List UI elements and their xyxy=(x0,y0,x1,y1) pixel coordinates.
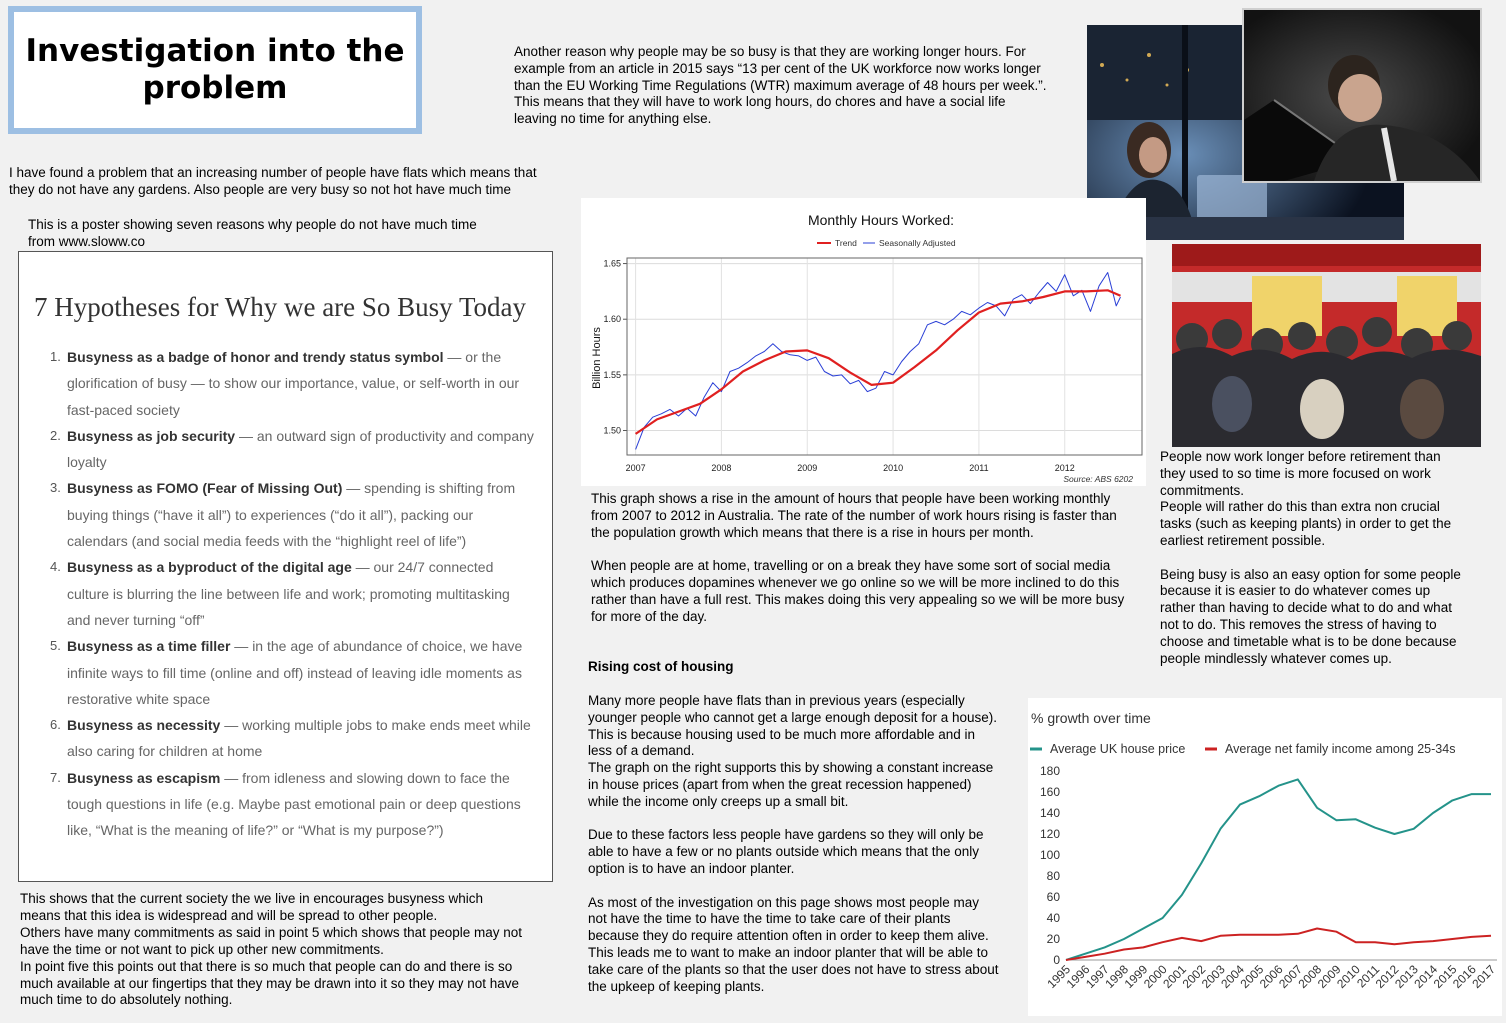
hypothesis-item: 6. Busyness as necessity — working multip… xyxy=(50,712,537,765)
growth-y-tick-label: 40 xyxy=(1047,911,1061,925)
hypothesis-title: Busyness as FOMO (Fear of Missing Out) xyxy=(67,480,343,497)
hypothesis-detail: — our 24/7 connected culture is blurring… xyxy=(67,559,510,628)
hypothesis-detail: — spending is shifting from buying thing… xyxy=(67,480,516,550)
commuter-train-photo-image xyxy=(1172,244,1481,447)
hours-worked-chart-svg: Monthly Hours Worked: Trend Seasonally A… xyxy=(591,212,1143,484)
legend-income-label: Average net family income among 25-34s xyxy=(1225,742,1455,756)
hypothesis-detail: — working multiple jobs to make ends mee… xyxy=(67,717,531,760)
hours-chart-source: Source: ABS 6202 xyxy=(1063,474,1133,484)
housing-heading: Rising cost of housing xyxy=(588,659,734,674)
hypothesis-item: 2. Busyness as job security — an outward … xyxy=(50,423,537,476)
growth-chart-svg: % growth over time Average UK house pric… xyxy=(1030,710,1498,991)
hours-x-tick-label: 2007 xyxy=(626,463,646,473)
growth-y-tick-label: 160 xyxy=(1040,785,1060,799)
hypothesis-number: 3. xyxy=(50,480,61,496)
growth-chart: % growth over time Average UK house pric… xyxy=(1028,698,1502,1016)
hypothesis-number: 6. xyxy=(50,717,61,733)
hypothesis-number: 5. xyxy=(50,638,61,654)
tired-worker-photo-image xyxy=(1244,10,1480,181)
growth-chart-title: % growth over time xyxy=(1031,710,1151,726)
hours-chart-title: Monthly Hours Worked: xyxy=(808,212,954,228)
hypothesis-title: Busyness as a badge of honor and trendy … xyxy=(67,349,444,365)
hypothesis-detail: — an outward sign of productivity and co… xyxy=(67,427,534,471)
housing-text: Many more people have flats than in prev… xyxy=(588,693,999,994)
hours-y-tick-label: 1.65 xyxy=(603,259,621,269)
legend-trend-label: Trend xyxy=(835,238,857,248)
poster-caption: This is a poster showing seven reasons w… xyxy=(28,217,477,249)
society-text: This shows that the current society the … xyxy=(20,891,522,1008)
family-income-line xyxy=(1065,927,1492,961)
hypothesis-item: 7. Busyness as escapism — from idleness a… xyxy=(50,765,537,844)
hours-y-axis-label: Billion Hours xyxy=(591,327,603,389)
growth-y-tick-label: 100 xyxy=(1040,848,1060,862)
legend-house-label: Average UK house price xyxy=(1050,742,1185,756)
hours-x-tick-label: 2012 xyxy=(1055,463,1075,473)
hypothesis-title: Busyness as escapism xyxy=(67,769,221,786)
hypothesis-number: 2. xyxy=(50,427,61,443)
hypothesis-number: 4. xyxy=(50,559,61,575)
hours-plot-frame xyxy=(626,257,1143,456)
hypothesis-detail: — in the age of abundance of choice, we … xyxy=(67,638,523,707)
growth-y-tick-label: 60 xyxy=(1047,890,1061,904)
hours-y-tick-label: 1.50 xyxy=(603,426,621,436)
trend-series-line xyxy=(634,289,1121,435)
poster-heading: 7 Hypotheses for Why we are So Busy Toda… xyxy=(34,292,527,322)
graph-text: This graph shows a rise in the amount of… xyxy=(591,491,1125,624)
page-title: Investigation into the problem xyxy=(25,33,405,106)
growth-y-tick-label: 80 xyxy=(1047,869,1061,883)
hypotheses-list: 1. Busyness as a badge of honor and trend… xyxy=(50,344,537,844)
hypothesis-title: Busyness as necessity xyxy=(67,717,221,734)
house-price-line xyxy=(1065,778,1491,961)
hours-worked-chart: Monthly Hours Worked: Trend Seasonally A… xyxy=(581,198,1146,486)
growth-y-tick-label: 140 xyxy=(1040,806,1060,820)
hypothesis-title: Busyness as a time filler xyxy=(67,638,231,655)
growth-y-tick-label: 0 xyxy=(1053,953,1060,967)
hypothesis-number: 1. xyxy=(50,349,61,364)
hours-y-tick-label: 1.60 xyxy=(603,314,621,324)
hypothesis-title: Busyness as a byproduct of the digital a… xyxy=(67,559,352,576)
hypothesis-title: Busyness as job security xyxy=(67,427,236,444)
hours-x-tick-label: 2011 xyxy=(969,463,988,473)
intro-text: I have found a problem that an increasin… xyxy=(9,165,537,197)
growth-y-tick-label: 20 xyxy=(1047,932,1061,946)
hypothesis-item: 4. Busyness as a byproduct of the digital… xyxy=(50,554,537,633)
hours-x-tick-label: 2008 xyxy=(711,463,731,473)
hypothesis-number: 7. xyxy=(50,769,61,785)
growth-y-tick-label: 180 xyxy=(1040,764,1060,778)
tired-worker-photo xyxy=(1242,8,1482,183)
hypothesis-item: 3. Busyness as FOMO (Fear of Missing Out)… xyxy=(50,475,537,554)
title-box: Investigation into the problem xyxy=(8,6,422,134)
hours-y-tick-label: 1.55 xyxy=(603,370,621,380)
hours-text: Another reason why people may be so busy… xyxy=(514,44,1047,127)
seasonal-series-line xyxy=(635,272,1121,450)
commuter-train-photo xyxy=(1172,244,1481,447)
hypotheses-poster: 7 Hypotheses for Why we are So Busy Toda… xyxy=(18,251,553,882)
hypothesis-item: 1. Busyness as a badge of honor and trend… xyxy=(50,344,537,423)
growth-y-tick-label: 120 xyxy=(1040,827,1060,841)
hours-x-tick-label: 2010 xyxy=(883,463,903,473)
hypothesis-detail: — from idleness and slowing down to face… xyxy=(67,769,521,839)
hours-x-tick-label: 2009 xyxy=(797,463,817,473)
growth-x-tick-label: 2017 xyxy=(1469,962,1498,991)
legend-seasonal-label: Seasonally Adjusted xyxy=(879,238,956,248)
hypothesis-item: 5. Busyness as a time filler — in the age… xyxy=(50,633,537,712)
retirement-text: People now work longer before retirement… xyxy=(1160,449,1461,666)
hypothesis-detail: — or the glorification of busy — to show… xyxy=(67,349,520,418)
